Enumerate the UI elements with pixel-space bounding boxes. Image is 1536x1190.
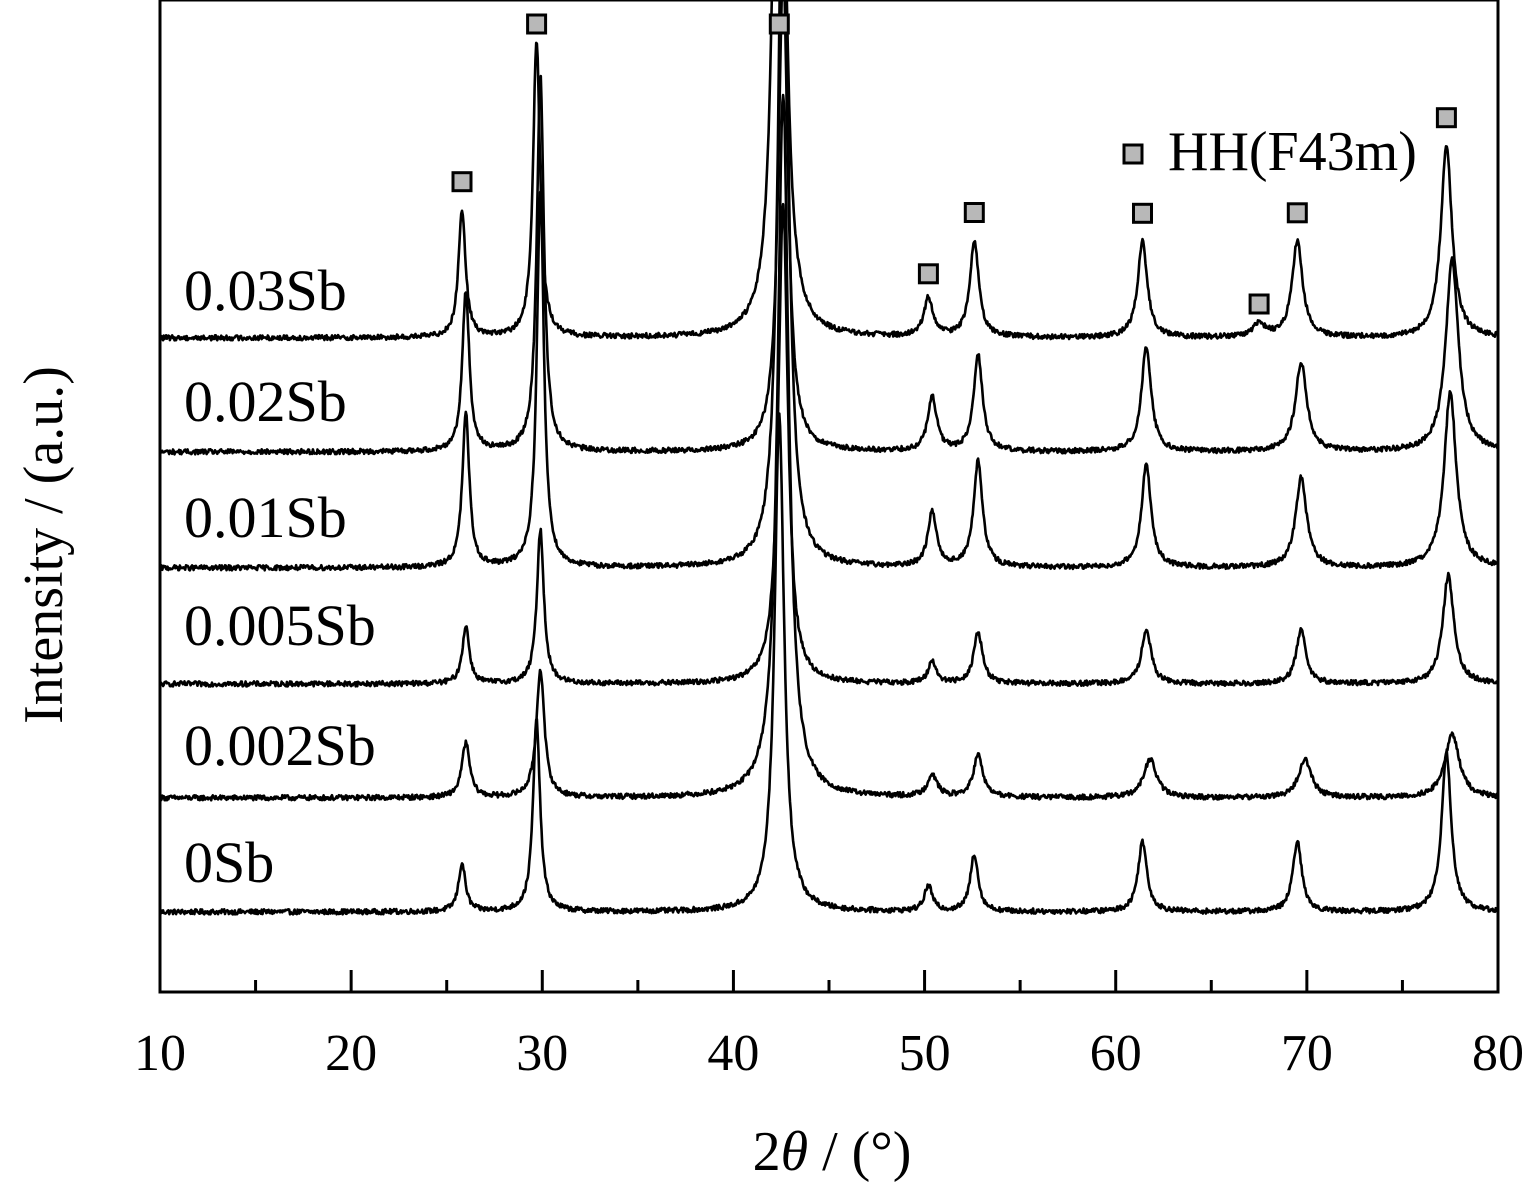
x-tick-label-70: 70 [1281, 1025, 1333, 1082]
hh-marker [1248, 293, 1270, 315]
series-label-0.03Sb: 0.03Sb [184, 258, 347, 323]
x-axis-label: 2θ / (°) [753, 1121, 912, 1183]
series-line-0.005Sb [159, 202, 1500, 688]
x-axis-label-suffix: / (°) [808, 1121, 911, 1183]
series-label-layer: 0Sb 0.002Sb 0.005Sb 0.01Sb 0.02Sb 0.03Sb [184, 258, 376, 895]
series-line-0Sb [158, 412, 1500, 916]
hh-marker [451, 171, 473, 193]
x-tick-label-10: 10 [134, 1025, 186, 1082]
series-label-0.005Sb: 0.005Sb [184, 593, 376, 658]
x-tick-label-60: 60 [1090, 1025, 1142, 1082]
legend-marker [1122, 143, 1144, 165]
x-axis-label-theta: θ [781, 1121, 809, 1183]
hh-marker [1435, 107, 1457, 129]
series-line-0.002Sb [158, 93, 1499, 802]
hh-marker [963, 202, 985, 223]
series-label-0.01Sb: 0.01Sb [184, 485, 347, 550]
hh-marker [768, 13, 790, 35]
x-tick-label-80: 80 [1472, 1025, 1524, 1082]
x-tick-layer: 10 20 30 40 50 60 70 80 [134, 970, 1524, 1082]
legend-label: HH(F43m) [1168, 121, 1417, 183]
hh-marker [917, 263, 939, 285]
x-tick-label-40: 40 [707, 1025, 759, 1082]
series-label-0.02Sb: 0.02Sb [184, 369, 347, 434]
x-tick-label-50: 50 [899, 1025, 951, 1082]
x-tick-label-30: 30 [516, 1025, 568, 1082]
hh-marker [526, 13, 548, 35]
series-layer [158, 0, 1500, 916]
hh-marker [1286, 202, 1308, 224]
legend: HH(F43m) [1122, 121, 1417, 183]
series-label-0.002Sb: 0.002Sb [184, 713, 376, 778]
hh-marker [1132, 202, 1153, 224]
series-label-0Sb: 0Sb [184, 830, 274, 895]
x-tick-label-20: 20 [325, 1025, 377, 1082]
x-axis-label-prefix: 2 [753, 1121, 781, 1183]
series-line-0.01Sb [158, 0, 1499, 572]
series-line-0.02Sb [158, 0, 1500, 456]
y-axis-label: Intensity / (a.u.) [13, 366, 75, 724]
series-line-0.03Sb [158, 0, 1500, 342]
marker-layer [451, 13, 1457, 315]
